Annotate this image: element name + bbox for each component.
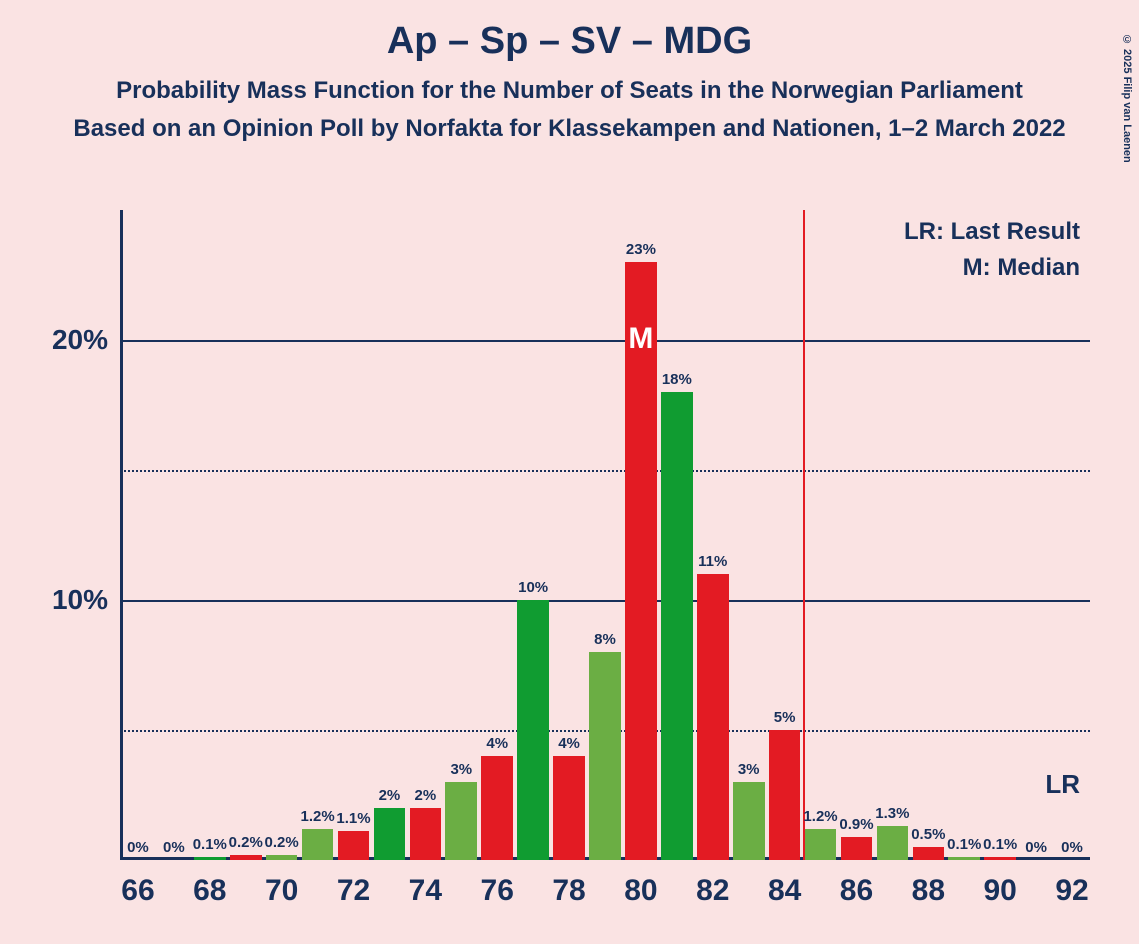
x-tick-label: 82 xyxy=(696,874,729,908)
bar: 3% xyxy=(445,782,477,860)
copyright-text: © 2025 Filip van Laenen xyxy=(1121,34,1133,163)
bar: 11% xyxy=(697,574,729,860)
bar: 1.2% xyxy=(805,829,837,860)
gridline-major xyxy=(120,340,1090,342)
bar-value-label: 11% xyxy=(698,553,727,570)
subtitle-2: Based on an Opinion Poll by Norfakta for… xyxy=(0,115,1139,143)
bar: 0.9% xyxy=(841,837,873,860)
main-title: Ap – Sp – SV – MDG xyxy=(0,20,1139,63)
bar-value-label: 0.5% xyxy=(911,826,945,843)
x-tick-label: 90 xyxy=(983,874,1016,908)
bar: 5% xyxy=(769,730,801,860)
bar-value-label: 4% xyxy=(486,735,508,752)
gridline-minor xyxy=(120,470,1090,472)
x-tick-label: 68 xyxy=(193,874,226,908)
bar-value-label: 3% xyxy=(738,761,760,778)
bar-value-label: 23% xyxy=(626,241,656,258)
bar-value-label: 1.3% xyxy=(875,805,909,822)
bar-value-label: 1.2% xyxy=(803,808,837,825)
bar: 0.5% xyxy=(913,847,945,860)
bar: 18% xyxy=(661,392,693,860)
bar-value-label: 2% xyxy=(379,787,401,804)
chart-area: 10%20%6668707274767880828486889092LR0%0%… xyxy=(120,210,1090,860)
x-tick-label: 92 xyxy=(1055,874,1088,908)
x-tick-label: 72 xyxy=(337,874,370,908)
subtitle-1: Probability Mass Function for the Number… xyxy=(0,77,1139,105)
x-tick-label: 84 xyxy=(768,874,801,908)
bar-value-label: 0.2% xyxy=(229,834,263,851)
bar-value-label: 2% xyxy=(415,787,437,804)
bar: 1.2% xyxy=(302,829,334,860)
bar-value-label: 10% xyxy=(518,579,548,596)
bar: 2% xyxy=(374,808,406,860)
bar: 23%M xyxy=(625,262,657,860)
bar-value-label: 1.1% xyxy=(336,810,370,827)
lr-line xyxy=(803,210,805,860)
x-tick-label: 76 xyxy=(481,874,514,908)
x-tick-label: 80 xyxy=(624,874,657,908)
y-tick-label: 10% xyxy=(52,584,108,616)
x-tick-label: 70 xyxy=(265,874,298,908)
legend-lr: LR: Last Result xyxy=(904,218,1080,246)
lr-axis-label: LR xyxy=(1045,769,1080,800)
bar: 3% xyxy=(733,782,765,860)
bar-value-label: 3% xyxy=(450,761,472,778)
bar-value-label: 0% xyxy=(127,839,149,856)
bar-value-label: 0% xyxy=(1061,839,1083,856)
bar-value-label: 0% xyxy=(163,839,185,856)
x-tick-label: 88 xyxy=(912,874,945,908)
bar: 0.1% xyxy=(984,857,1016,860)
bar-value-label: 0.2% xyxy=(265,834,299,851)
x-tick-label: 78 xyxy=(552,874,585,908)
bar: 1.1% xyxy=(338,831,370,860)
bar: 8% xyxy=(589,652,621,860)
legend-median: M: Median xyxy=(963,254,1080,282)
median-marker: M xyxy=(628,322,653,356)
bar-value-label: 0.1% xyxy=(983,836,1017,853)
bar-value-label: 0.1% xyxy=(193,836,227,853)
x-tick-label: 74 xyxy=(409,874,442,908)
bar-value-label: 0.9% xyxy=(839,816,873,833)
x-tick-label: 86 xyxy=(840,874,873,908)
gridline-major xyxy=(120,600,1090,602)
bar: 4% xyxy=(481,756,513,860)
bar: 0.1% xyxy=(194,857,226,860)
bar-value-label: 8% xyxy=(594,631,616,648)
bar-value-label: 18% xyxy=(662,371,692,388)
bar: 0.1% xyxy=(948,857,980,860)
bar-value-label: 1.2% xyxy=(300,808,334,825)
y-tick-label: 20% xyxy=(52,324,108,356)
bar: 4% xyxy=(553,756,585,860)
bar: 2% xyxy=(410,808,442,860)
bar-value-label: 0% xyxy=(1025,839,1047,856)
bar-value-label: 0.1% xyxy=(947,836,981,853)
bar-value-label: 4% xyxy=(558,735,580,752)
bar: 0.2% xyxy=(266,855,298,860)
bar: 0.2% xyxy=(230,855,262,860)
bar-value-label: 5% xyxy=(774,709,796,726)
bar: 10% xyxy=(517,600,549,860)
x-tick-label: 66 xyxy=(121,874,154,908)
y-axis xyxy=(120,210,123,860)
bar: 1.3% xyxy=(877,826,909,860)
